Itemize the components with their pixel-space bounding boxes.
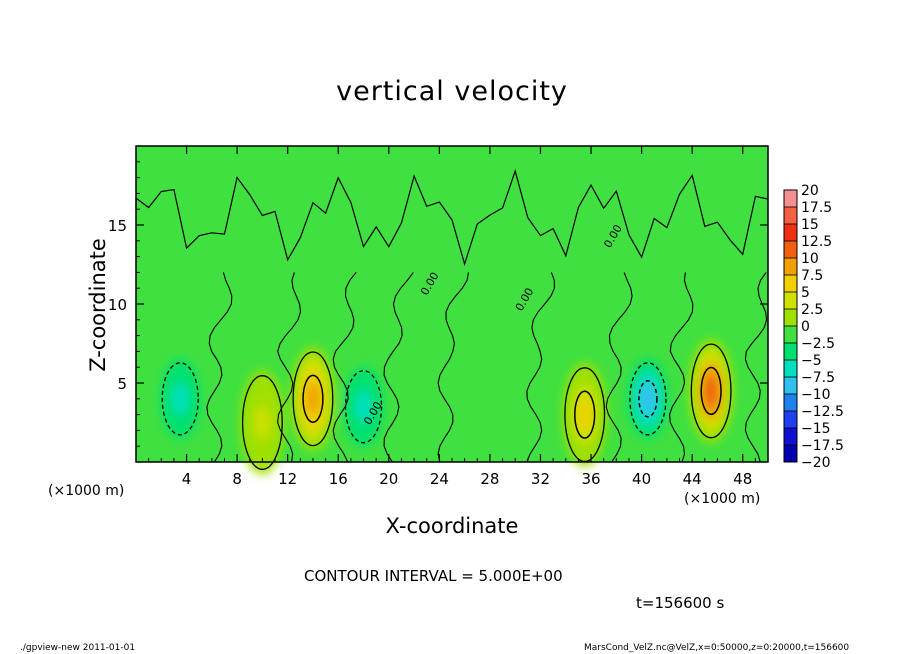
field-feature-1-level-3 (577, 397, 592, 432)
contour-interval-text: CONTOUR INTERVAL = 5.000E+00 (304, 567, 563, 585)
colorbar-swatch-1 (784, 207, 797, 225)
colorbar-label-7: 2.5 (801, 302, 823, 318)
x-tick-label-10: 44 (683, 470, 702, 488)
x-unit-label-right: (×1000 m) (684, 491, 761, 507)
colorbar-swatch-5 (784, 275, 797, 293)
field-layer (160, 338, 734, 475)
zero-contour-vertical-1 (277, 272, 302, 463)
colorbar-label-6: 5 (801, 285, 810, 301)
contour-2-outer (292, 351, 334, 447)
colorbar-label-15: −17.5 (801, 438, 844, 454)
colorbar-label-9: −2.5 (801, 336, 835, 352)
colorbar-swatch-14 (784, 428, 797, 446)
field-feature-4-level-2 (639, 382, 656, 415)
colorbar-swatch-0 (784, 190, 797, 208)
x-tick-label-0: 4 (182, 470, 192, 488)
colorbar-label-8: 0 (801, 319, 810, 335)
zero-contour-upper (135, 169, 769, 267)
x-tick-label-7: 32 (531, 470, 550, 488)
contour-2-inner (302, 374, 324, 423)
x-tick-label-4: 20 (379, 470, 398, 488)
x-tick-label-1: 8 (232, 470, 242, 488)
zero-contour-vertical-7 (669, 272, 694, 463)
footer-left: ./gpview-new 2011-01-01 (20, 643, 136, 653)
contour-0-inner (700, 366, 722, 416)
zero-contour-vertical-5 (526, 272, 555, 463)
zero-contour-vertical-4 (437, 272, 470, 463)
colorbar-label-5: 7.5 (801, 268, 823, 284)
zero-contour-vertical-0 (206, 272, 233, 463)
colorbar-swatch-8 (784, 326, 797, 344)
field-feature-6-level-2 (172, 382, 189, 415)
x-tick-label-3: 16 (329, 470, 348, 488)
field-feature-3-level-3 (255, 405, 270, 440)
y-axis-label: Z-coordinate (86, 238, 110, 372)
field-feature-5-level-2 (355, 390, 372, 423)
x-tick-label-2: 12 (278, 470, 297, 488)
y-tick-label-2: 15 (108, 217, 127, 235)
colorbar-label-14: −15 (801, 421, 831, 437)
colorbar-label-13: −12.5 (801, 404, 844, 420)
colorbar-label-16: −20 (801, 455, 831, 471)
colorbar-label-0: 20 (801, 183, 819, 199)
contour-4-inner (638, 380, 658, 418)
colorbar-label-10: −5 (801, 353, 822, 369)
contour-1-inner (574, 390, 596, 439)
colorbar-swatch-2 (784, 224, 797, 242)
colorbar-swatch-12 (784, 394, 797, 412)
colorbar-swatch-11 (784, 377, 797, 395)
x-unit-label-left: (×1000 m) (48, 483, 125, 499)
colorbar-swatch-15 (784, 445, 797, 463)
x-tick-label-8: 36 (581, 470, 600, 488)
x-axis-label: X-coordinate (385, 514, 519, 538)
y-tick-label-0: 5 (117, 375, 127, 393)
time-stamp: t=156600 s (636, 594, 725, 612)
chart-title: vertical velocity (336, 76, 568, 107)
x-tick-label-11: 48 (733, 470, 752, 488)
x-tick-label-6: 28 (480, 470, 499, 488)
colorbar-label-3: 12.5 (801, 234, 832, 250)
colorbar-swatch-4 (784, 258, 797, 276)
colorbar-swatch-7 (784, 309, 797, 327)
colorbar-swatch-13 (784, 411, 797, 429)
field-feature-2-level-3 (305, 382, 320, 416)
colorbar-swatch-3 (784, 241, 797, 259)
zero-contour-vertical-2 (332, 272, 357, 463)
colorbar-swatch-6 (784, 292, 797, 310)
zero-contour-vertical-6 (605, 272, 633, 463)
colorbar-label-2: 15 (801, 217, 819, 233)
footer-right: MarsCond_VelZ.nc@VelZ,x=0:50000,z=0:2000… (584, 643, 850, 653)
contour-3-outer (241, 375, 283, 470)
x-tick-label-9: 40 (632, 470, 651, 488)
zero-contour-vertical-3 (383, 272, 414, 463)
colorbar-label-11: −7.5 (801, 370, 835, 386)
field-feature-0-level-3 (704, 374, 719, 408)
colorbar-label-12: −10 (801, 387, 831, 403)
colorbar-swatch-10 (784, 360, 797, 378)
y-tick-label-1: 10 (108, 296, 127, 314)
colorbar-label-4: 10 (801, 251, 819, 267)
colorbar-swatch-9 (784, 343, 797, 361)
contour-6-outer (161, 362, 199, 436)
contour-0-outer (690, 343, 732, 439)
x-tick-label-5: 24 (430, 470, 449, 488)
colorbar-label-1: 17.5 (801, 200, 832, 216)
contour-4-outer (629, 362, 667, 436)
